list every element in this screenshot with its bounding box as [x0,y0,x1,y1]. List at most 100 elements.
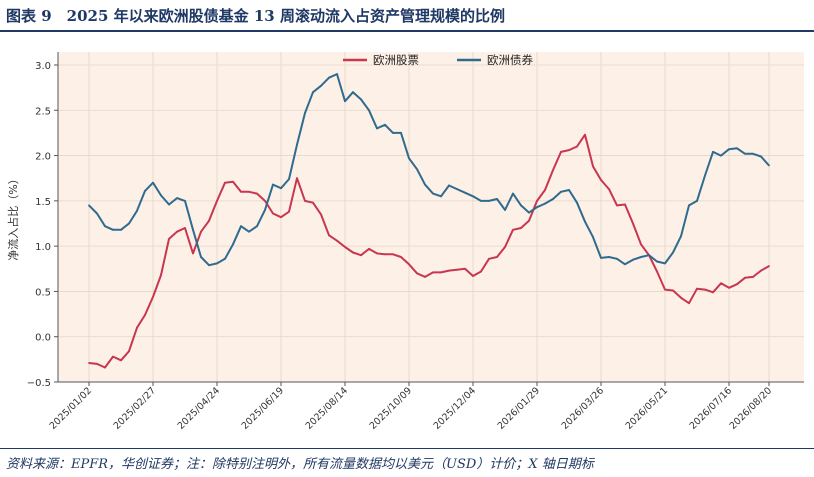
data-point [536,206,538,209]
x-axis: 2025/01/02 2025/02/27 2025/04/24 2025/06/19… [48,381,804,432]
data-point [240,190,242,193]
data-point [720,282,722,285]
data-point [136,209,138,212]
data-point [496,256,498,258]
data-point [168,237,170,240]
data-point [360,254,362,257]
data-point [200,256,202,258]
data-point [336,73,338,75]
data-point [720,154,722,157]
x-tick-label: 2025/04/24 [176,385,223,432]
legend-label: 欧洲股票 [373,53,419,67]
data-point [472,195,474,198]
data-point [752,276,754,278]
x-tick-label: 2025/02/27 [112,385,159,432]
data-point [488,199,490,202]
data-point [280,187,282,190]
data-point [664,288,666,291]
data-point [344,246,346,248]
data-point [496,198,498,200]
data-point [528,211,530,214]
data-point [192,228,194,231]
data-point [712,151,714,153]
data-point [360,98,362,101]
x-tick-label: 2025/12/04 [432,385,479,432]
data-point [408,263,410,266]
data-point [200,230,202,233]
data-point [104,225,106,228]
top-rule [0,30,814,32]
data-point [368,109,370,112]
y-tick-label: 0.0 [35,333,51,344]
data-point [504,209,506,211]
data-point [768,265,770,267]
data-point [576,201,578,204]
data-point [632,222,634,225]
data-point [240,225,242,228]
data-point [400,132,402,134]
y-axis-label: 净流入占比（%） [6,173,20,260]
data-point [160,194,162,197]
data-point [248,190,250,193]
data-point [696,287,698,290]
y-tick-label: 0.5 [35,287,51,298]
data-point [96,362,98,365]
data-point [600,257,602,259]
data-point [624,203,626,206]
data-point [248,230,250,233]
data-point [216,199,218,202]
data-point [272,212,274,215]
data-point [376,127,378,130]
data-point [464,267,466,270]
data-point [264,199,266,202]
data-point [192,252,194,255]
data-point [544,202,546,205]
data-point [112,355,114,358]
data-point [208,219,210,222]
data-point [656,270,658,273]
data-point [600,179,602,181]
data-point [128,222,130,225]
data-point [224,181,226,184]
y-tick-label: −0.5 [27,378,51,389]
data-point [144,314,146,316]
data-point [704,288,706,291]
data-point [328,76,330,79]
data-point [328,234,330,237]
legend-label: 欧洲债券 [487,53,533,67]
figure-title: 图表 9 2025 年以来欧洲股债基金 13 周滚动流入占资产管理规模的比例 [6,7,505,25]
data-point [256,192,258,195]
data-point [88,204,90,207]
data-point [512,192,514,195]
data-point [176,230,178,233]
legend: 欧洲股票 欧洲债券 [343,53,533,67]
data-point [632,258,634,261]
data-point [424,183,426,186]
data-point [464,191,466,194]
data-point [568,189,570,191]
data-point [304,112,306,114]
data-point [696,199,698,202]
data-point [416,272,418,275]
data-point [744,276,746,279]
data-point [288,178,290,181]
data-point [432,271,434,274]
y-tick-label: 2.0 [35,152,51,163]
data-point [520,204,522,207]
data-point [472,275,474,277]
data-point [544,189,546,191]
data-point [336,239,338,242]
data-point [384,253,386,256]
data-point [752,152,754,155]
data-point [640,243,642,246]
data-point [264,209,266,211]
data-point [480,270,482,273]
data-point [408,157,410,160]
data-point [400,256,402,258]
data-point [712,291,714,294]
data-point [760,155,762,158]
data-point [672,289,674,292]
data-point [640,256,642,258]
data-point [680,296,682,299]
chart-container: −0.5 0.0 0.5 1.0 1.5 2.0 2.5 3.0 2025/01/02 2025… [0,32,814,447]
